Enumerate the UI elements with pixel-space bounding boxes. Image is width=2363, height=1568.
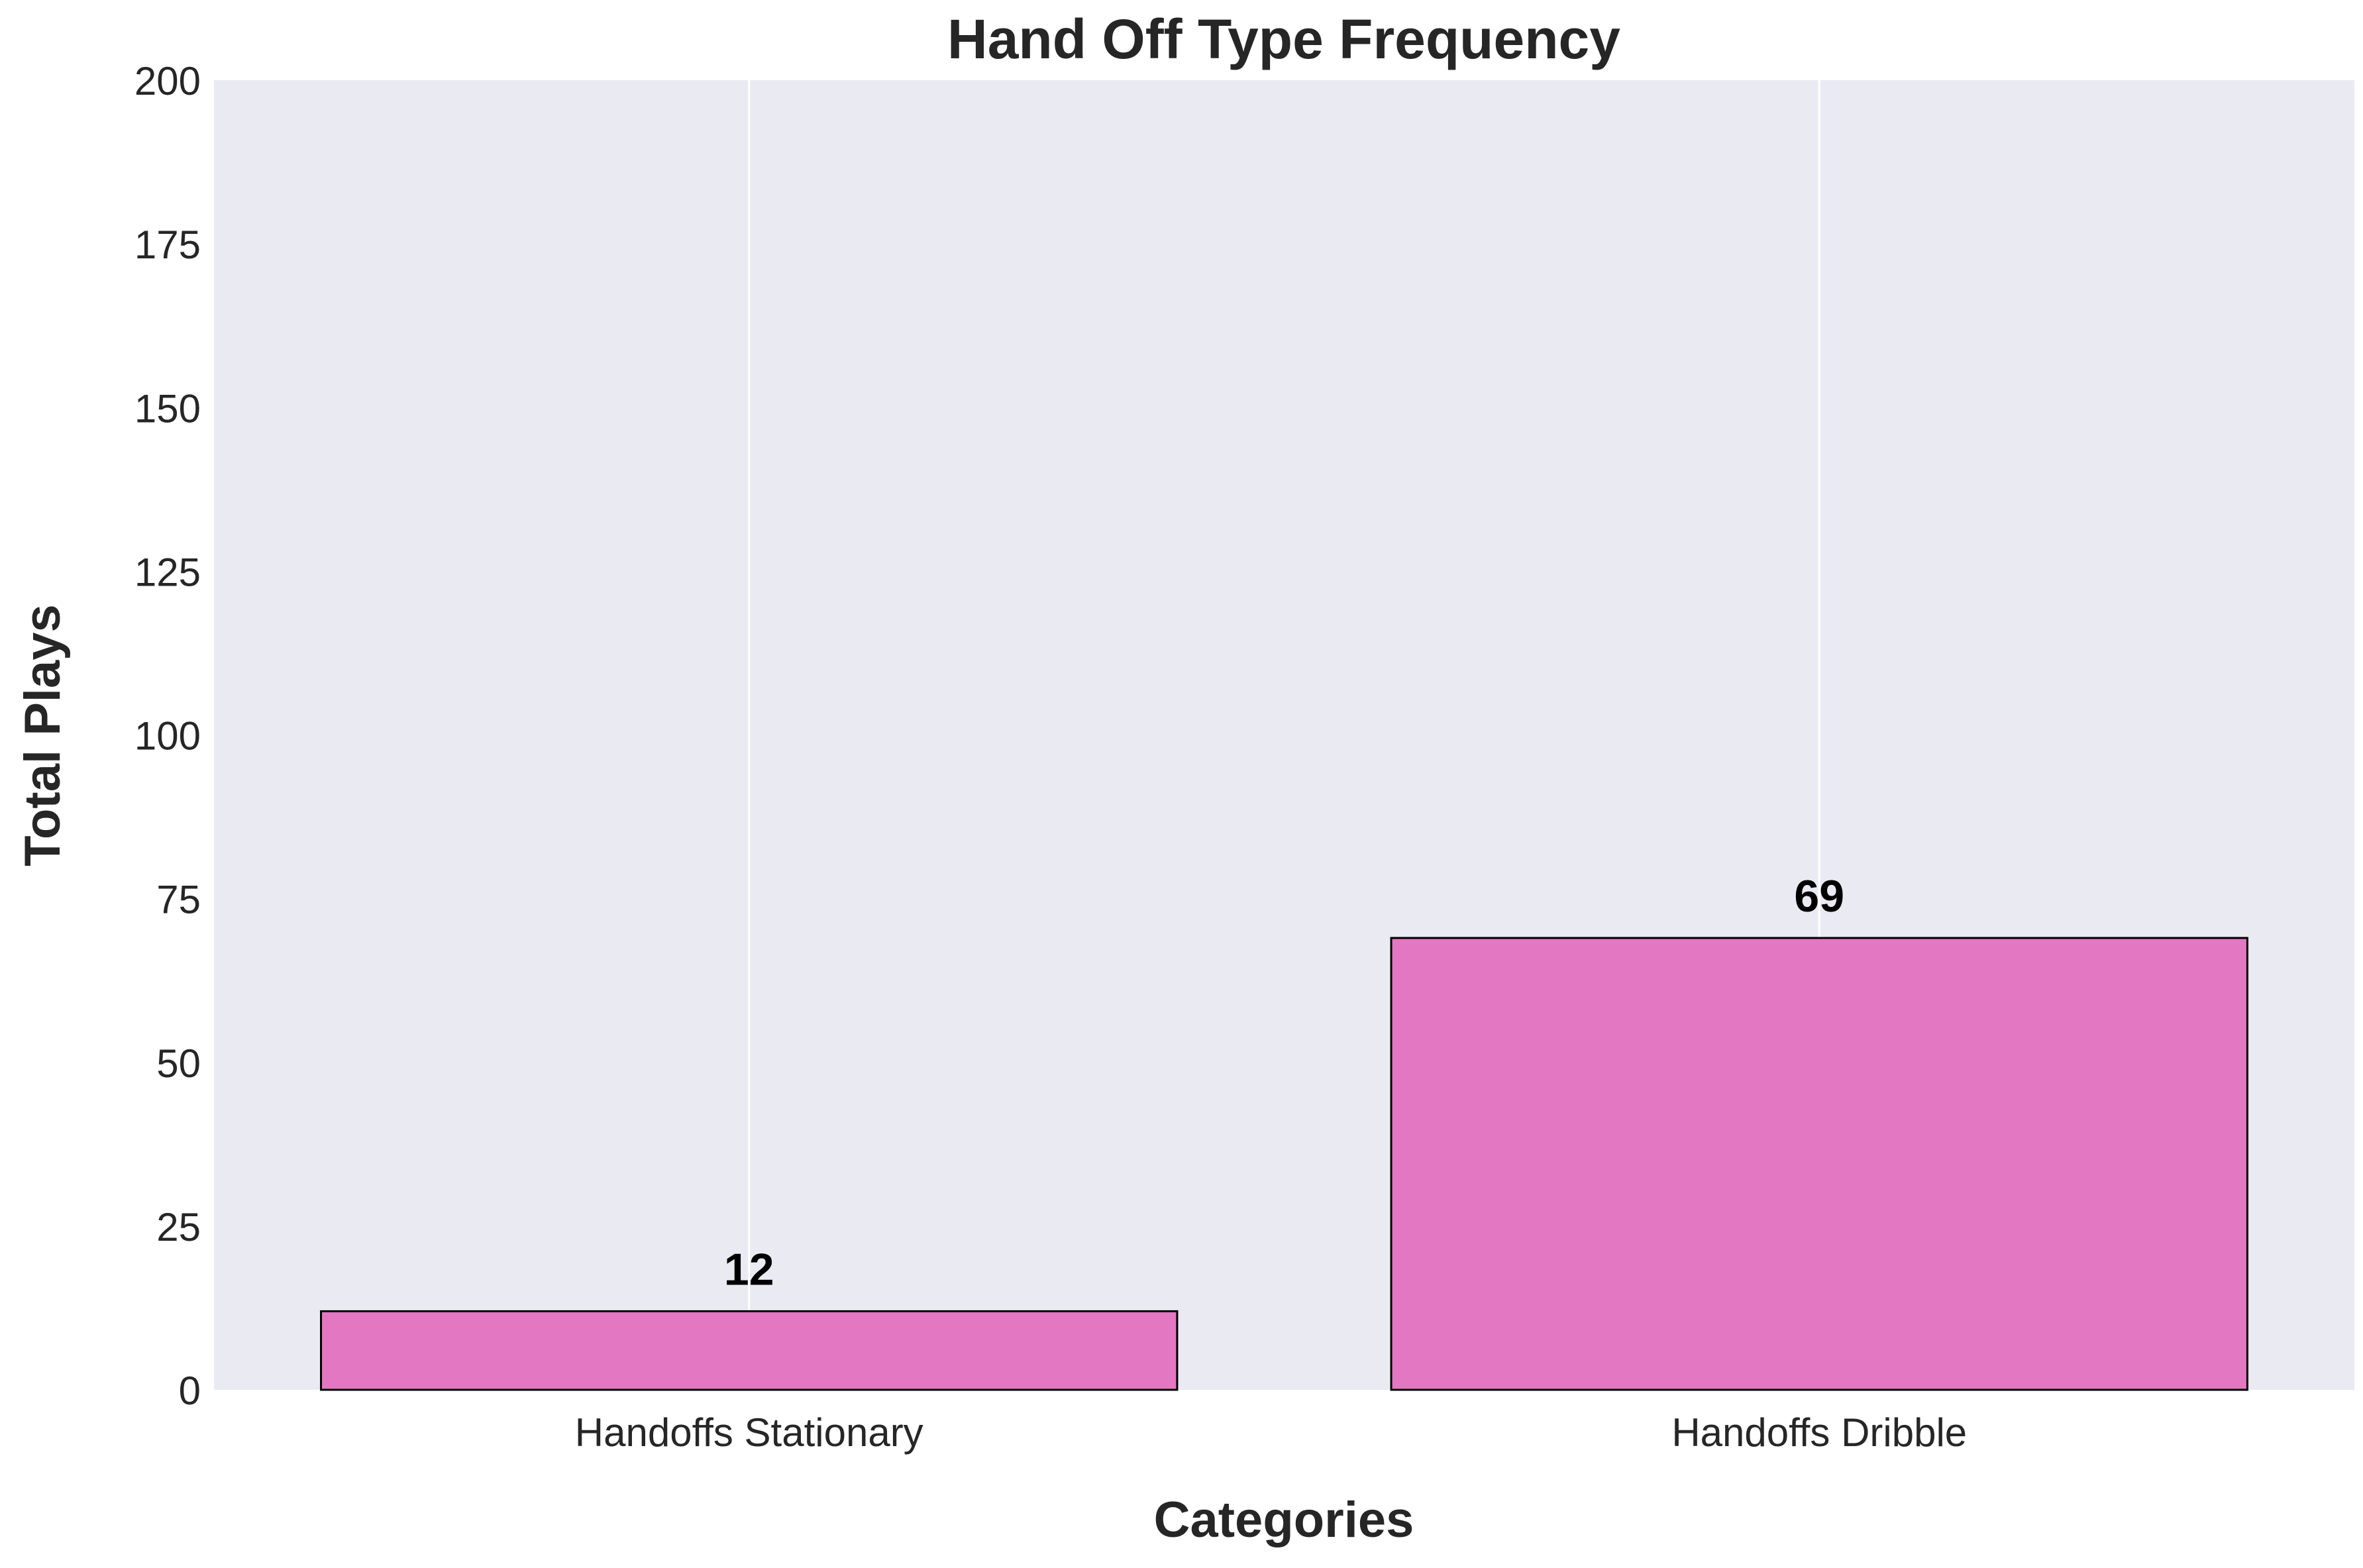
y-tick-label: 200 [134, 59, 201, 103]
y-tick-label: 25 [156, 1205, 201, 1249]
y-tick-label: 100 [134, 714, 201, 758]
bar-value-label: 12 [724, 1244, 774, 1294]
bars [320, 937, 2248, 1391]
data-labels: 12 69 [724, 871, 1844, 1294]
bar [1390, 937, 2248, 1391]
x-axis-ticks: Handoffs Stationary Handoffs Dribble [575, 1410, 1967, 1455]
y-tick-label: 150 [134, 386, 201, 431]
chart-title: Hand Off Type Frequency [947, 8, 1620, 70]
y-axis-label: Total Plays [15, 604, 71, 866]
bar [320, 1310, 1179, 1391]
y-tick-label: 75 [156, 878, 201, 922]
x-tick-label: Handoffs Stationary [575, 1410, 923, 1455]
x-axis-label: Categories [1154, 1492, 1414, 1548]
y-tick-label: 0 [179, 1369, 201, 1413]
y-axis-ticks: 0 25 50 75 100 125 150 175 200 [134, 59, 201, 1413]
y-tick-label: 50 [156, 1041, 201, 1086]
y-tick-label: 125 [134, 550, 201, 594]
bar-value-label: 69 [1794, 871, 1844, 921]
x-tick-label: Handoffs Dribble [1671, 1410, 1967, 1455]
y-tick-label: 175 [134, 223, 201, 267]
